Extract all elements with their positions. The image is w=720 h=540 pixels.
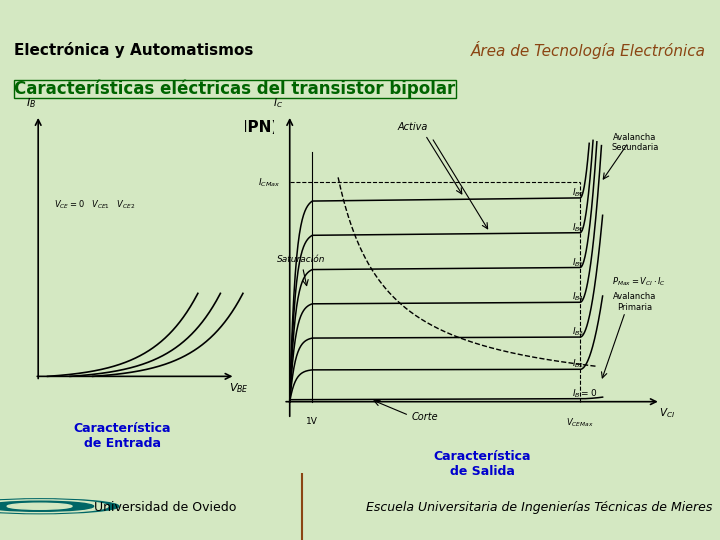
Text: Área de Tecnología Electrónica: Área de Tecnología Electrónica	[471, 41, 706, 59]
Text: Corte: Corte	[412, 413, 438, 422]
Text: $I_B = 0$: $I_B = 0$	[572, 388, 598, 400]
Circle shape	[0, 499, 119, 514]
Text: Avalancha
Secundaria: Avalancha Secundaria	[611, 132, 659, 152]
Text: Electrónica y Automatismos: Electrónica y Automatismos	[14, 42, 253, 58]
Text: $I_{B5}$: $I_{B5}$	[572, 256, 585, 268]
Circle shape	[0, 501, 94, 511]
Text: Características eléctricas del transistor bipolar: Características eléctricas del transisto…	[14, 79, 456, 98]
Text: $I_{CMax}$: $I_{CMax}$	[258, 176, 280, 188]
Text: $I_{B9}$: $I_{B9}$	[572, 187, 585, 199]
Text: $I_{B4}$: $I_{B4}$	[572, 291, 585, 303]
Text: $I_C$: $I_C$	[273, 96, 283, 110]
Text: Escuela Universitaria de Ingenierías Técnicas de Mieres: Escuela Universitaria de Ingenierías Téc…	[366, 501, 713, 514]
Circle shape	[0, 500, 108, 512]
Text: $I_{B6}$: $I_{B6}$	[572, 221, 585, 234]
Text: Universidad de Oviedo: Universidad de Oviedo	[94, 501, 236, 514]
Text: 1V: 1V	[307, 417, 318, 426]
Text: Activa: Activa	[397, 122, 428, 132]
Text: Saturación: Saturación	[276, 255, 325, 264]
Text: $V_{CI}$: $V_{CI}$	[659, 407, 675, 421]
Text: $P_{Max} = V_{CI} \cdot I_C$: $P_{Max} = V_{CI} \cdot I_C$	[612, 276, 666, 288]
Text: $V_{BE}$: $V_{BE}$	[229, 381, 249, 395]
Text: $I_{B2}$: $I_{B2}$	[572, 358, 585, 370]
Text: $I_{B3}$: $I_{B3}$	[572, 326, 585, 338]
Text: Característica
de Salida: Característica de Salida	[433, 450, 531, 478]
Circle shape	[7, 503, 72, 509]
Text: Características reales (NPN): Características reales (NPN)	[36, 120, 278, 135]
Text: $V_{CE}=0$   $V_{CE1}$   $V_{CE2}$: $V_{CE}=0$ $V_{CE1}$ $V_{CE2}$	[54, 198, 135, 211]
Text: Avalancha
Primaria: Avalancha Primaria	[613, 292, 657, 312]
Text: $V_{CEMax}$: $V_{CEMax}$	[566, 417, 594, 429]
Text: $I_B$: $I_B$	[26, 96, 36, 110]
Text: Característica
de Entrada: Característica de Entrada	[73, 422, 171, 449]
